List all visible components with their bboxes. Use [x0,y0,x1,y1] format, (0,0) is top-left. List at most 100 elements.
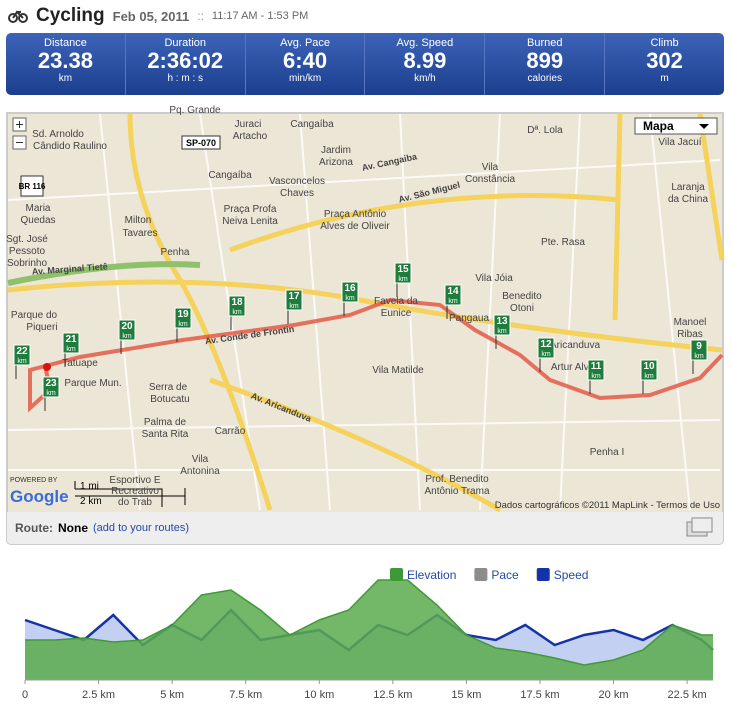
km-marker-unit: km [694,353,704,360]
stat: Burned 899 calories [485,33,606,95]
km-marker [118,319,136,341]
stat-value: 8.99 [403,48,447,73]
map-label: Artacho [233,131,268,142]
map-label: Arizona [319,157,353,168]
x-tick-label: 0 [22,689,28,701]
km-marker-number: 16 [344,283,356,294]
x-tick-label: 10 km [304,689,334,701]
map-label: Carrão [215,426,246,437]
km-marker [13,344,31,366]
map-label: Laranja [671,182,705,193]
map-label: Quedas [20,215,55,226]
map: Mapa SP-070 BR 116 POWERED BY Google 1 m… [6,105,725,512]
x-tick-label: 12.5 km [373,689,412,701]
stat-label: Duration [164,37,207,49]
map-label: Pangaua [449,313,489,324]
map-label: Vasconcelos [269,176,325,187]
map-label: do Trab [118,497,152,508]
map-label: Favela da [374,296,418,307]
map-label: Juraci [235,119,262,130]
stat-value: 6:40 [283,48,328,73]
map-label: Penha I [590,447,624,458]
map-label: Milton [125,215,152,226]
km-marker [587,359,605,381]
map-label: Vila [192,454,209,465]
stat: Climb 302 m [605,33,724,95]
x-tick-label: 5 km [160,689,184,701]
date: Feb 05, 2011 [112,8,190,24]
stat-unit: calories [527,73,562,84]
legend-swatch [390,568,403,581]
stat-unit: km [58,73,73,84]
map-toggle-icon[interactable] [685,516,715,540]
km-marker-unit: km [398,276,408,283]
shield-label: SP-070 [186,138,216,148]
stat-value: 899 [526,48,564,73]
km-marker [640,359,658,381]
map-label: Dª. Lola [527,125,563,136]
map-label: Piqueri [26,322,57,333]
legend-label: Pace [491,568,519,582]
map-label: Praça Profa [224,204,277,215]
km-marker-unit: km [289,303,299,310]
map-label: Pte. Rasa [541,237,585,248]
route-bar: Route: None (add to your routes) [6,512,724,545]
km-marker-number: 18 [231,297,243,308]
stat-label: Climb [650,37,679,49]
km-marker-number: 17 [288,291,300,302]
km-marker-number: 21 [65,334,77,345]
google-logo: Google [10,487,69,506]
x-tick-label: 20 km [599,689,629,701]
line [25,579,713,666]
km-marker [174,307,192,329]
shield [181,135,221,150]
km-marker [394,262,412,284]
km-marker-unit: km [232,309,242,316]
stat: Distance 23.38 km [6,33,126,95]
map-label: Sobrinho [7,258,47,269]
map-label: Parque Mun. [64,378,121,389]
map-label: Sd. Arnoldo [32,129,84,140]
map-label: da China [668,194,708,205]
km-marker-number: 10 [643,361,655,372]
legend-swatch [536,568,550,581]
map-label: Penha [161,247,190,258]
km-marker-number: 11 [591,361,602,372]
map-label: Jardim [321,145,351,156]
map-label: Tavares [122,228,157,239]
map-label: Tatuape [62,358,98,369]
map-label: Neiva Lenita [222,216,278,227]
start-pin [43,363,51,371]
map-label: Parque do [11,310,58,321]
km-marker [537,337,555,359]
km-marker-number: 14 [447,286,459,297]
add-route-link[interactable]: (add to your routes) [93,522,189,534]
km-marker [341,281,359,303]
map-label: Prof. Benedito [425,474,489,485]
map-type-button[interactable] [634,117,718,135]
area [25,580,713,680]
km-marker-unit: km [46,390,56,397]
km-marker-unit: km [591,373,601,380]
map-label: Otoni [510,303,534,314]
km-marker-number: 13 [496,316,508,327]
map-label: Eunice [381,308,412,319]
map-label: Artur Alvim [551,362,599,373]
river [7,261,201,286]
x-tick-label: 7.5 km [229,689,262,701]
km-marker-unit: km [497,328,507,335]
map-label: Esportivo E [109,475,160,486]
copyright: Dados cartográficos ©2011 MapLink - Term… [495,500,720,511]
bike-icon [8,10,28,23]
legend-label: Speed [554,568,589,582]
map-label: Vila Jóia [475,273,513,284]
km-marker-unit: km [17,358,27,365]
map-label: Sgt. José [6,234,48,245]
map-label: Manoel [674,317,707,328]
map-label: Recreativo [111,486,159,497]
zoom-controls[interactable] [12,117,27,150]
km-marker-number: 20 [121,321,133,332]
powered-by: POWERED BY [10,477,58,484]
km-marker [444,284,462,306]
x-tick-label: 2.5 km [82,689,115,701]
